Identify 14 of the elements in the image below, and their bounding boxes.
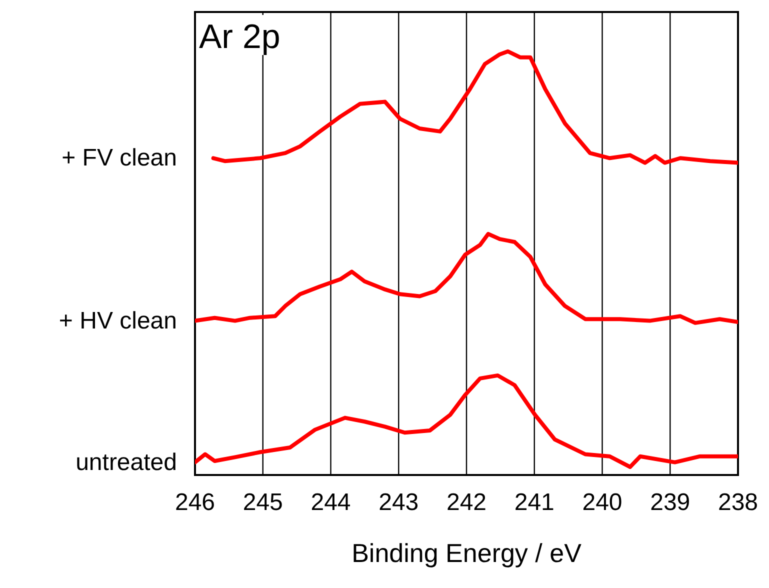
annotation: Ar 2p bbox=[199, 18, 280, 56]
x-tick-label: 240 bbox=[582, 489, 622, 516]
x-tick-label: 242 bbox=[446, 489, 487, 516]
x-tick-label: 246 bbox=[174, 489, 216, 516]
series-label: + HV clean bbox=[58, 307, 177, 334]
series-label: untreated bbox=[76, 448, 177, 476]
x-tick-label: 241 bbox=[514, 489, 554, 516]
x-tick-label: 239 bbox=[650, 489, 690, 516]
x-tick-label: 244 bbox=[310, 489, 351, 516]
x-tick-label: 243 bbox=[378, 489, 419, 516]
series-label: + FV clean bbox=[62, 144, 177, 172]
x-tick-label: 245 bbox=[242, 489, 283, 516]
x-axis-title: Binding Energy / eV bbox=[352, 538, 582, 568]
x-tick-label: 238 bbox=[718, 489, 758, 516]
